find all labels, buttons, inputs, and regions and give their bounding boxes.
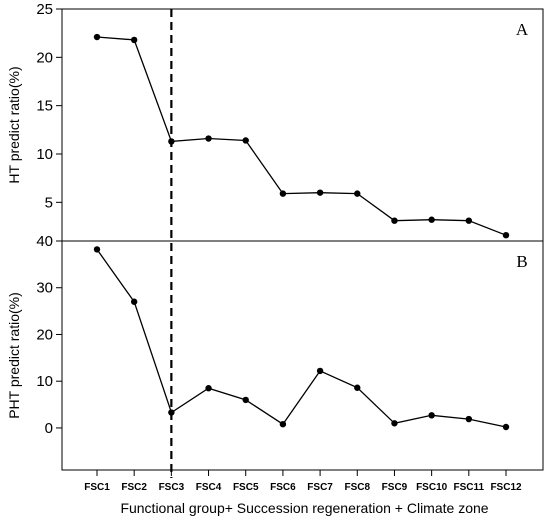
x-tick-label-fsc2: FSC2 bbox=[121, 482, 147, 493]
data-point-a-fsc5 bbox=[242, 137, 249, 144]
y-tick-label-a: 10 bbox=[36, 146, 53, 163]
y-tick-label-b: 20 bbox=[36, 326, 53, 343]
y-tick-label-b: 0 bbox=[45, 420, 53, 437]
panel-letter-b: B bbox=[516, 252, 527, 271]
x-tick-label-fsc7: FSC7 bbox=[307, 482, 333, 493]
y-tick-label-b: 30 bbox=[36, 280, 53, 297]
data-point-b-fsc4 bbox=[205, 385, 212, 392]
x-tick-label-fsc9: FSC9 bbox=[382, 482, 408, 493]
data-point-a-fsc8 bbox=[354, 190, 361, 197]
y-tick-label-a: 15 bbox=[36, 98, 53, 115]
y-axis-title-a: HT predict ratio(%) bbox=[6, 66, 22, 183]
x-tick-label-fsc1: FSC1 bbox=[84, 482, 110, 493]
x-tick-label-fsc11: FSC11 bbox=[454, 482, 485, 493]
data-point-a-fsc2 bbox=[130, 36, 138, 44]
data-point-a-fsc4 bbox=[205, 135, 212, 142]
data-point-b-fsc9 bbox=[391, 420, 398, 427]
x-tick-label-fsc3: FSC3 bbox=[159, 482, 185, 493]
y-tick-label-a: 25 bbox=[36, 1, 53, 18]
y-tick-label-a: 20 bbox=[36, 49, 53, 66]
plot-frame bbox=[61, 8, 544, 471]
data-point-b-fsc12 bbox=[502, 423, 510, 431]
data-point-b-fsc2 bbox=[130, 298, 138, 305]
series-line-a bbox=[96, 36, 507, 236]
x-tick-label-fsc12: FSC12 bbox=[490, 482, 522, 493]
plot-border bbox=[61, 8, 544, 471]
data-point-b-fsc1 bbox=[93, 246, 101, 253]
panel-b: 0 10 20 30 40 PHT predict ratio(%) B bbox=[6, 233, 528, 437]
data-point-b-fsc11 bbox=[465, 415, 473, 423]
x-tick-label-fsc10: FSC10 bbox=[416, 482, 448, 493]
x-tick-label-fsc5: FSC5 bbox=[233, 482, 259, 493]
y-tick-label-b: 10 bbox=[36, 373, 53, 390]
y-tick-label-b: 40 bbox=[36, 233, 53, 250]
data-point-a-fsc11 bbox=[465, 217, 473, 224]
x-tick-label-fsc4: FSC4 bbox=[196, 482, 222, 493]
y-axis-title-b: PHT predict ratio(%) bbox=[6, 292, 22, 419]
x-tick-label-fsc8: FSC8 bbox=[344, 482, 370, 493]
data-point-a-fsc6 bbox=[279, 190, 287, 197]
data-point-b-fsc10 bbox=[428, 412, 435, 419]
x-axis-title: Functional group+ Succession regeneratio… bbox=[120, 500, 488, 516]
series-line-b bbox=[96, 249, 507, 428]
data-point-b-fsc7 bbox=[316, 367, 324, 375]
data-point-a-fsc10 bbox=[428, 216, 435, 223]
y-tick-label-a: 5 bbox=[45, 194, 53, 211]
panel-letter-a: A bbox=[516, 20, 529, 39]
data-point-b-fsc8 bbox=[354, 384, 361, 391]
data-point-a-fsc12 bbox=[502, 232, 510, 239]
data-point-a-fsc1 bbox=[93, 33, 101, 41]
data-point-a-fsc9 bbox=[391, 217, 398, 224]
data-point-b-fsc6 bbox=[279, 421, 287, 428]
panel-a: 5 10 15 20 25 HT predict ratio(%) A bbox=[6, 1, 529, 239]
data-point-a-fsc7 bbox=[316, 189, 324, 196]
x-axis: FSC1 FSC2 FSC3 FSC4 FSC5 FSC6 FSC7 FSC8 FSC9 FSC1… bbox=[84, 470, 522, 493]
x-tick-label-fsc6: FSC6 bbox=[270, 482, 296, 493]
data-point-b-fsc5 bbox=[242, 396, 249, 404]
